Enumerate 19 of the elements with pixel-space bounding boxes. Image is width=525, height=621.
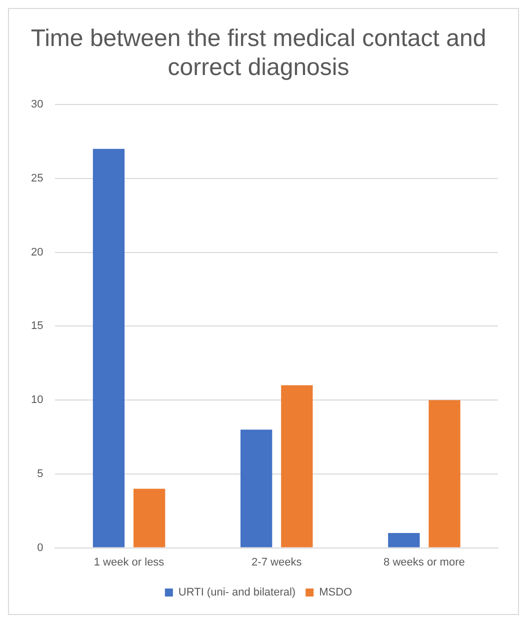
- y-tick-label: 0: [37, 542, 44, 554]
- y-tick-label: 5: [37, 468, 44, 480]
- y-tick-label: 10: [30, 394, 44, 406]
- x-tick-label: 8 weeks or more: [384, 556, 465, 568]
- legend-label: MSDO: [319, 586, 353, 599]
- bar: [92, 148, 125, 548]
- y-tick-label: 15: [30, 320, 44, 332]
- bar: [388, 533, 420, 548]
- y-tick-label: 25: [30, 172, 44, 184]
- bar: [428, 400, 460, 548]
- x-tick-label: 2-7 weeks: [252, 556, 302, 568]
- bar: [281, 385, 313, 548]
- chart-title: Time between the first medical contact and correct diagnosis: [30, 25, 486, 81]
- bar: [133, 488, 166, 548]
- legend-label: URTI (uni- and bilateral): [178, 586, 296, 599]
- y-tick-label: 20: [30, 246, 44, 258]
- x-tick-label: 1 week or less: [94, 556, 165, 568]
- y-tick-label: 30: [30, 98, 44, 111]
- bar: [240, 430, 272, 548]
